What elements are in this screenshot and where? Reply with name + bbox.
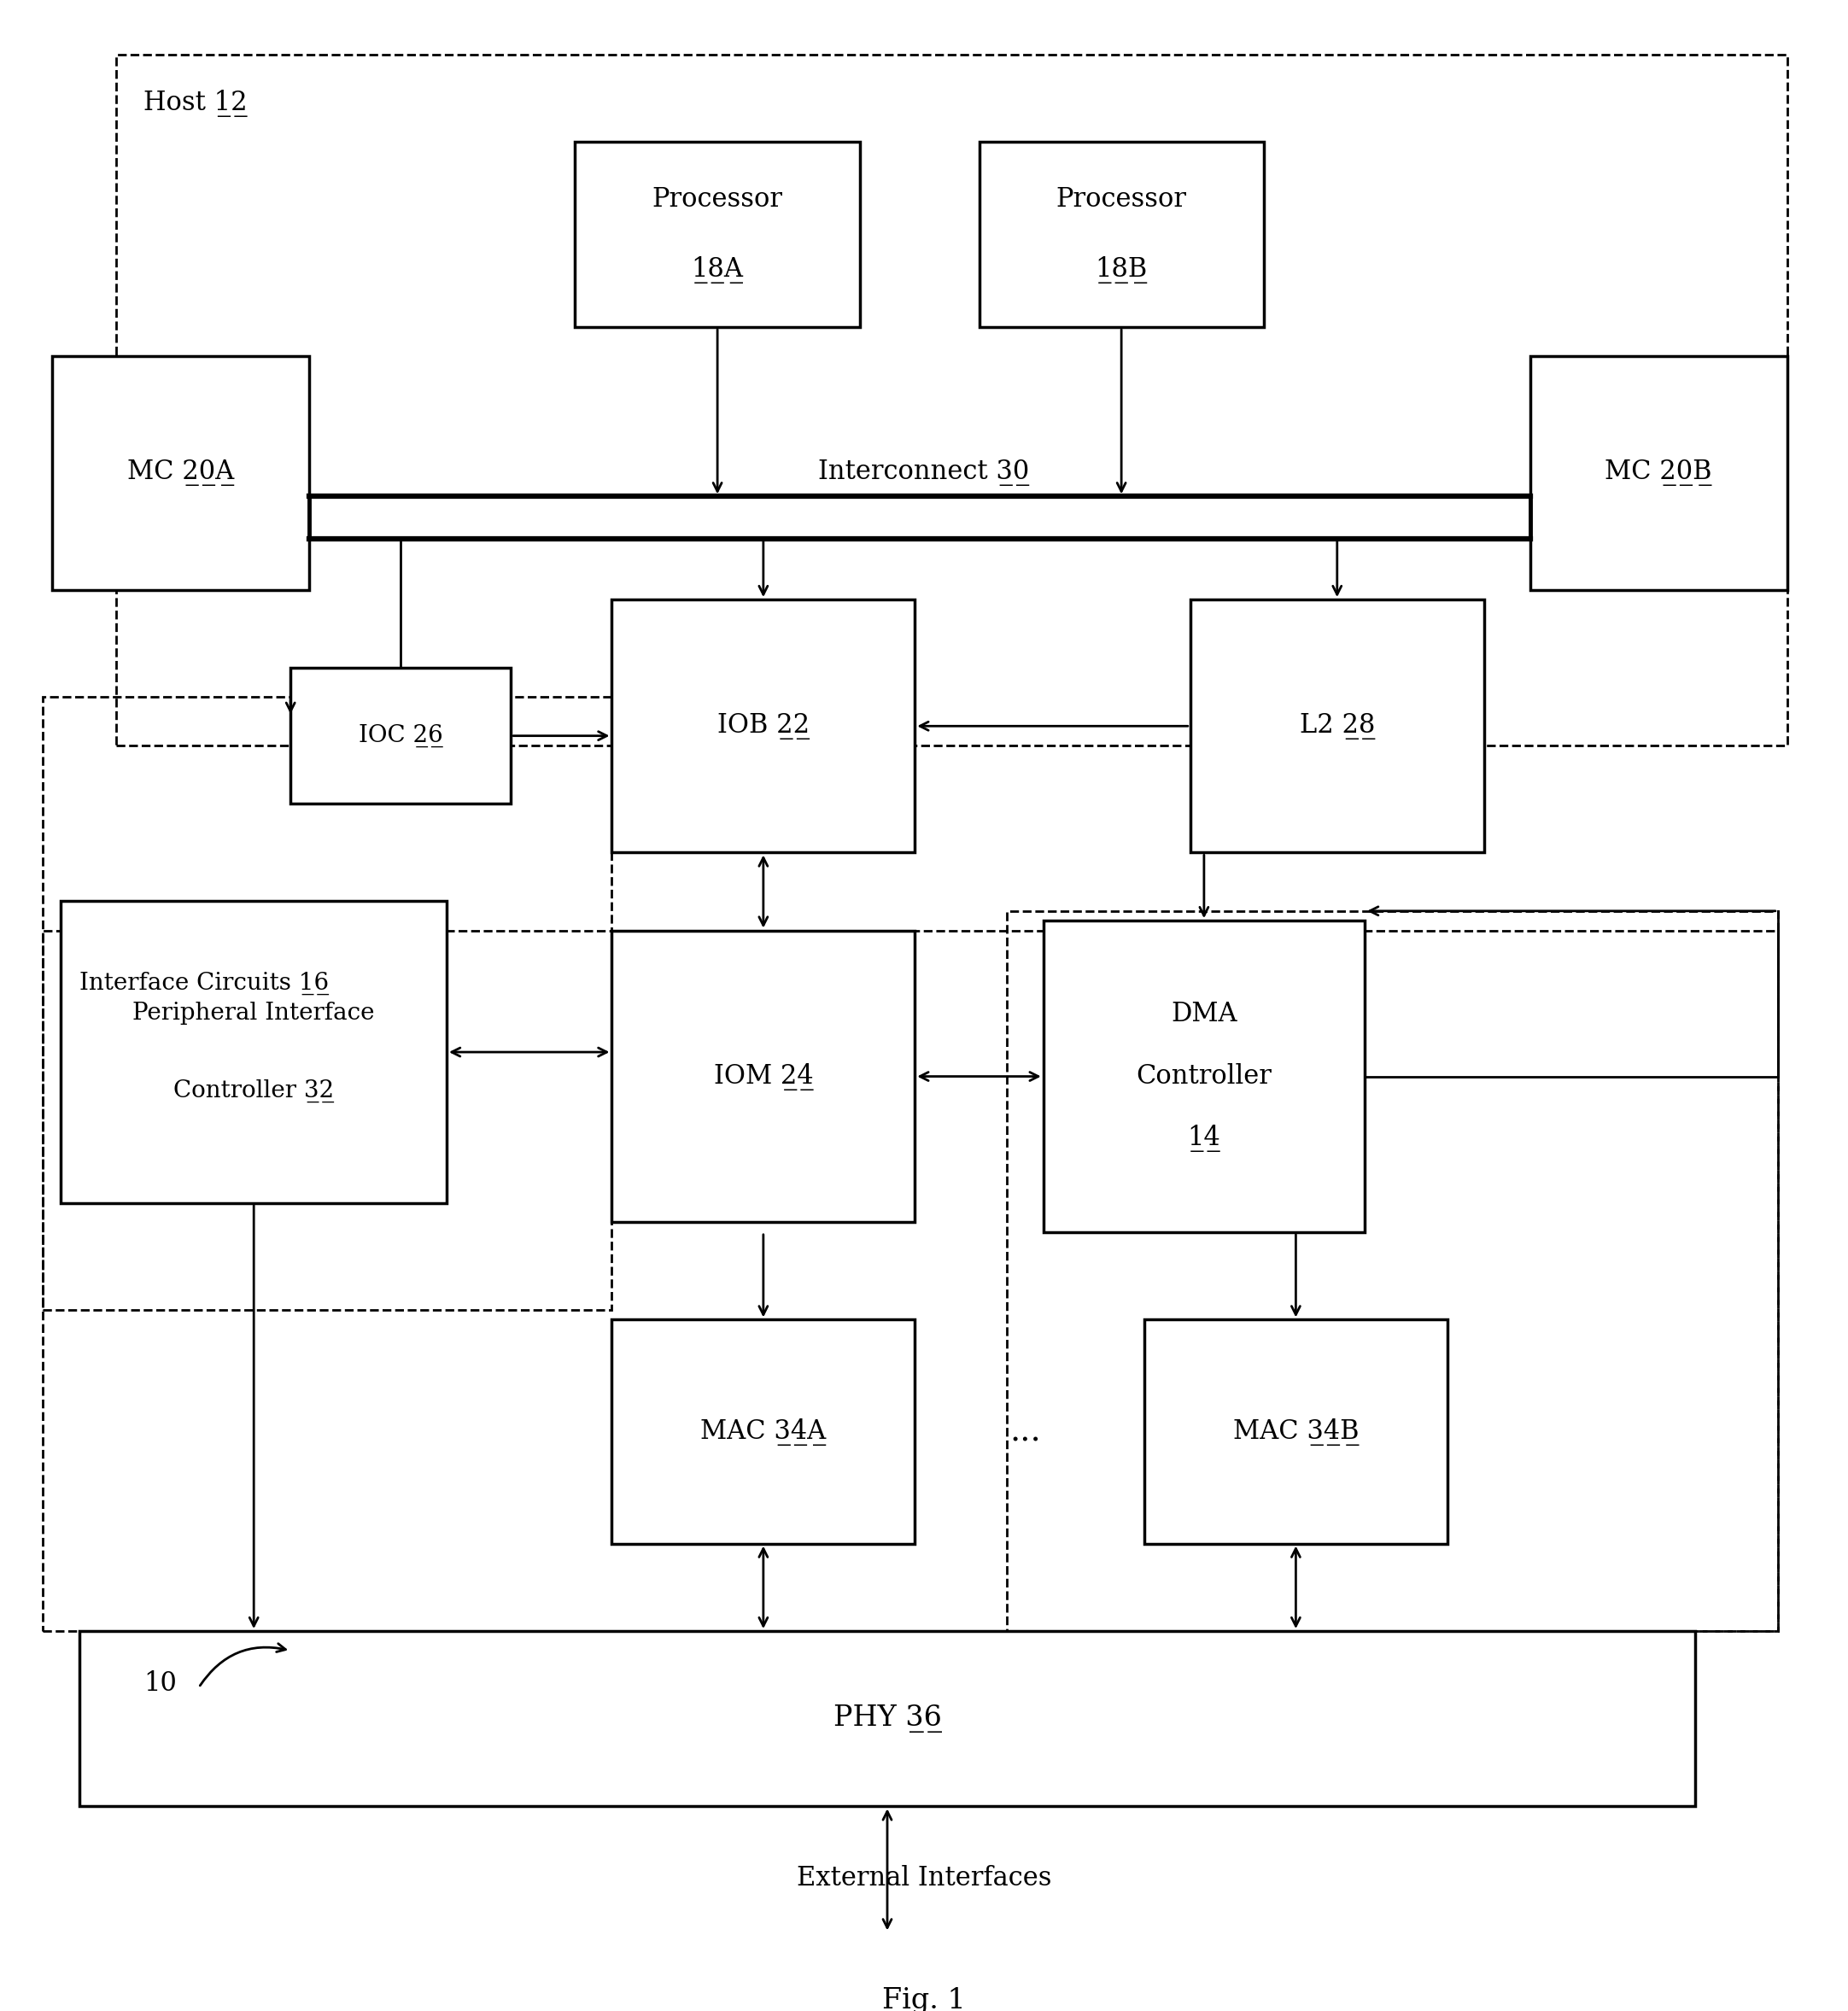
Text: Interface Circuits 1̲6̲: Interface Circuits 1̲6̲ (79, 971, 329, 995)
FancyBboxPatch shape (1190, 599, 1484, 853)
Text: IOB 2̲2̲: IOB 2̲2̲ (717, 712, 809, 740)
FancyBboxPatch shape (612, 931, 915, 1223)
FancyBboxPatch shape (290, 668, 510, 804)
Text: MC 2̲0̲B̲: MC 2̲0̲B̲ (1604, 461, 1711, 487)
FancyBboxPatch shape (979, 143, 1264, 328)
Text: Processor: Processor (652, 187, 784, 213)
Text: DMA: DMA (1172, 1001, 1236, 1028)
Text: 1̲8̲A̲: 1̲8̲A̲ (691, 255, 743, 284)
Text: IOC 2̲6̲: IOC 2̲6̲ (359, 724, 444, 748)
FancyBboxPatch shape (1044, 921, 1364, 1233)
Bar (309, 497, 1530, 539)
Text: Controller: Controller (1137, 1064, 1271, 1090)
FancyBboxPatch shape (61, 901, 447, 1203)
Text: Controller 3̲2̲: Controller 3̲2̲ (174, 1080, 334, 1102)
Text: MC 2̲0̲A̲: MC 2̲0̲A̲ (128, 461, 235, 487)
FancyBboxPatch shape (1530, 356, 1787, 589)
Text: Host 1̲2̲: Host 1̲2̲ (144, 90, 248, 117)
FancyBboxPatch shape (612, 1319, 915, 1544)
FancyBboxPatch shape (79, 1631, 1695, 1806)
Text: External Interfaces: External Interfaces (796, 1864, 1052, 1892)
Text: Fig. 1̲: Fig. 1̲ (881, 1987, 967, 2011)
FancyBboxPatch shape (1144, 1319, 1447, 1544)
Text: IOM 2̲4̲: IOM 2̲4̲ (713, 1062, 813, 1090)
FancyBboxPatch shape (52, 356, 309, 589)
Text: Processor: Processor (1055, 187, 1186, 213)
Text: 1̲4̲: 1̲4̲ (1188, 1124, 1220, 1152)
Text: ...: ... (1009, 1416, 1040, 1448)
FancyBboxPatch shape (612, 599, 915, 853)
FancyBboxPatch shape (575, 143, 859, 328)
Text: Peripheral Interface: Peripheral Interface (133, 1001, 375, 1026)
Text: 1̲8̲B̲: 1̲8̲B̲ (1096, 255, 1148, 284)
Text: 10: 10 (144, 1671, 177, 1697)
Text: PHY 3̲6̲: PHY 3̲6̲ (833, 1705, 941, 1733)
Text: MAC 3̲4̲A̲: MAC 3̲4̲A̲ (700, 1418, 826, 1446)
Text: L2 2̲8̲: L2 2̲8̲ (1299, 712, 1375, 740)
Text: MAC 3̲4̲B̲: MAC 3̲4̲B̲ (1233, 1418, 1358, 1446)
Text: Interconnect 3̲0̲: Interconnect 3̲0̲ (819, 461, 1029, 487)
